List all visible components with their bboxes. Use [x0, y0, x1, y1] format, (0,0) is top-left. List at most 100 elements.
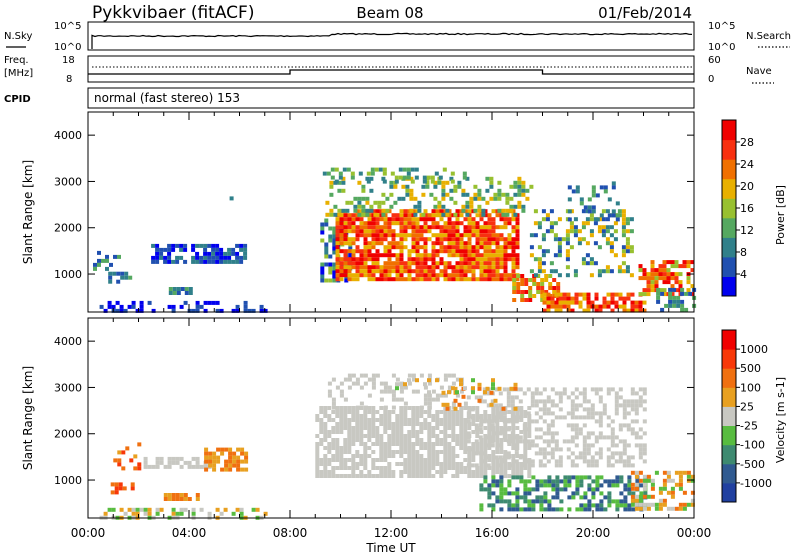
velocity-cell [411, 414, 416, 418]
velocity-cell [343, 377, 348, 382]
velocity-cell [466, 419, 471, 424]
velocity-cell [459, 462, 464, 466]
power-cell [375, 217, 380, 222]
velocity-cell [626, 459, 631, 464]
velocity-cell [550, 447, 555, 452]
power-cell [489, 176, 494, 181]
velocity-cell [391, 422, 396, 426]
velocity-cell [466, 431, 471, 436]
power-cell [335, 261, 340, 266]
velocity-cell [578, 427, 583, 432]
power-cell [553, 237, 558, 242]
velocity-cell [510, 431, 515, 436]
power-cell [329, 192, 334, 197]
power-cell [348, 246, 353, 251]
power-cell [235, 304, 240, 309]
velocity-cell [355, 434, 360, 438]
power-cell [495, 225, 500, 230]
power-cell [328, 254, 333, 259]
power-cell [427, 253, 432, 258]
power-cell [167, 247, 172, 252]
velocity-cell [423, 418, 428, 422]
power-cell [407, 277, 412, 282]
velocity-cell [534, 391, 539, 396]
power-cell [363, 233, 368, 238]
power-cell [618, 292, 623, 297]
power-cell [611, 209, 616, 214]
velocity-cell [499, 406, 504, 410]
power-cell [435, 209, 440, 214]
velocity-cell [550, 455, 555, 460]
velocity-cell [638, 498, 643, 503]
velocity-cell [367, 406, 372, 410]
velocity-cell [319, 418, 324, 422]
power-cell [437, 204, 442, 209]
power-cell [343, 217, 348, 222]
velocity-cell [435, 454, 440, 458]
velocity-cell [399, 397, 404, 402]
velocity-cell [539, 503, 544, 508]
velocity-cell [191, 511, 196, 516]
colorbar-label: Velocity [m s-1] [774, 377, 787, 463]
power-cell [552, 290, 557, 294]
power-cell [335, 241, 340, 246]
velocity-cell [403, 382, 407, 387]
power-cell [469, 196, 474, 201]
power-cell [517, 176, 522, 181]
power-cell [127, 304, 132, 309]
velocity-cell [383, 422, 388, 426]
velocity-cell [347, 373, 352, 378]
power-cell [427, 269, 432, 274]
power-cell [573, 225, 578, 230]
velocity-cell [630, 407, 635, 412]
power-cell [520, 290, 525, 294]
power-cell [505, 208, 510, 213]
power-cell [179, 304, 184, 309]
power-cell [431, 245, 436, 250]
velocity-cell [527, 487, 532, 492]
velocity-cell [471, 442, 476, 446]
power-cell [195, 300, 200, 305]
power-cell [615, 201, 620, 206]
velocity-cell [143, 511, 148, 516]
velocity-cell [331, 377, 336, 382]
velocity-cell [630, 470, 635, 475]
power-cell [451, 249, 456, 254]
velocity-cell [451, 426, 456, 430]
power-cell [461, 208, 466, 213]
velocity-cell [331, 397, 336, 402]
power-cell [395, 221, 400, 226]
velocity-cell [510, 439, 515, 444]
power-cell [215, 255, 220, 260]
power-cell [554, 304, 559, 309]
velocity-cell [502, 419, 507, 424]
power-cell [574, 300, 579, 305]
velocity-cell [610, 431, 615, 436]
velocity-cell [122, 486, 127, 491]
power-cell [540, 290, 545, 294]
velocity-cell [175, 456, 180, 461]
power-cell [540, 286, 545, 290]
power-cell [594, 296, 599, 301]
velocity-cell [658, 486, 663, 491]
power-cell [387, 253, 392, 258]
colorbar-segment [722, 198, 736, 219]
velocity-cell [618, 455, 623, 460]
power-cell [338, 171, 343, 176]
power-cell [610, 308, 615, 313]
velocity-cell [611, 499, 616, 504]
power-cell [473, 196, 478, 201]
power-cell [163, 255, 168, 260]
power-cell [455, 249, 460, 254]
velocity-cell [579, 479, 584, 484]
velocity-cell [431, 397, 436, 402]
velocity-cell [495, 450, 500, 454]
velocity-cell [427, 422, 432, 426]
velocity-cell [491, 386, 495, 391]
velocity-cell [171, 511, 176, 516]
power-cell [529, 245, 534, 250]
velocity-cell [339, 381, 344, 386]
power-cell [491, 249, 496, 254]
power-cell [431, 233, 436, 238]
power-cell [417, 204, 422, 209]
